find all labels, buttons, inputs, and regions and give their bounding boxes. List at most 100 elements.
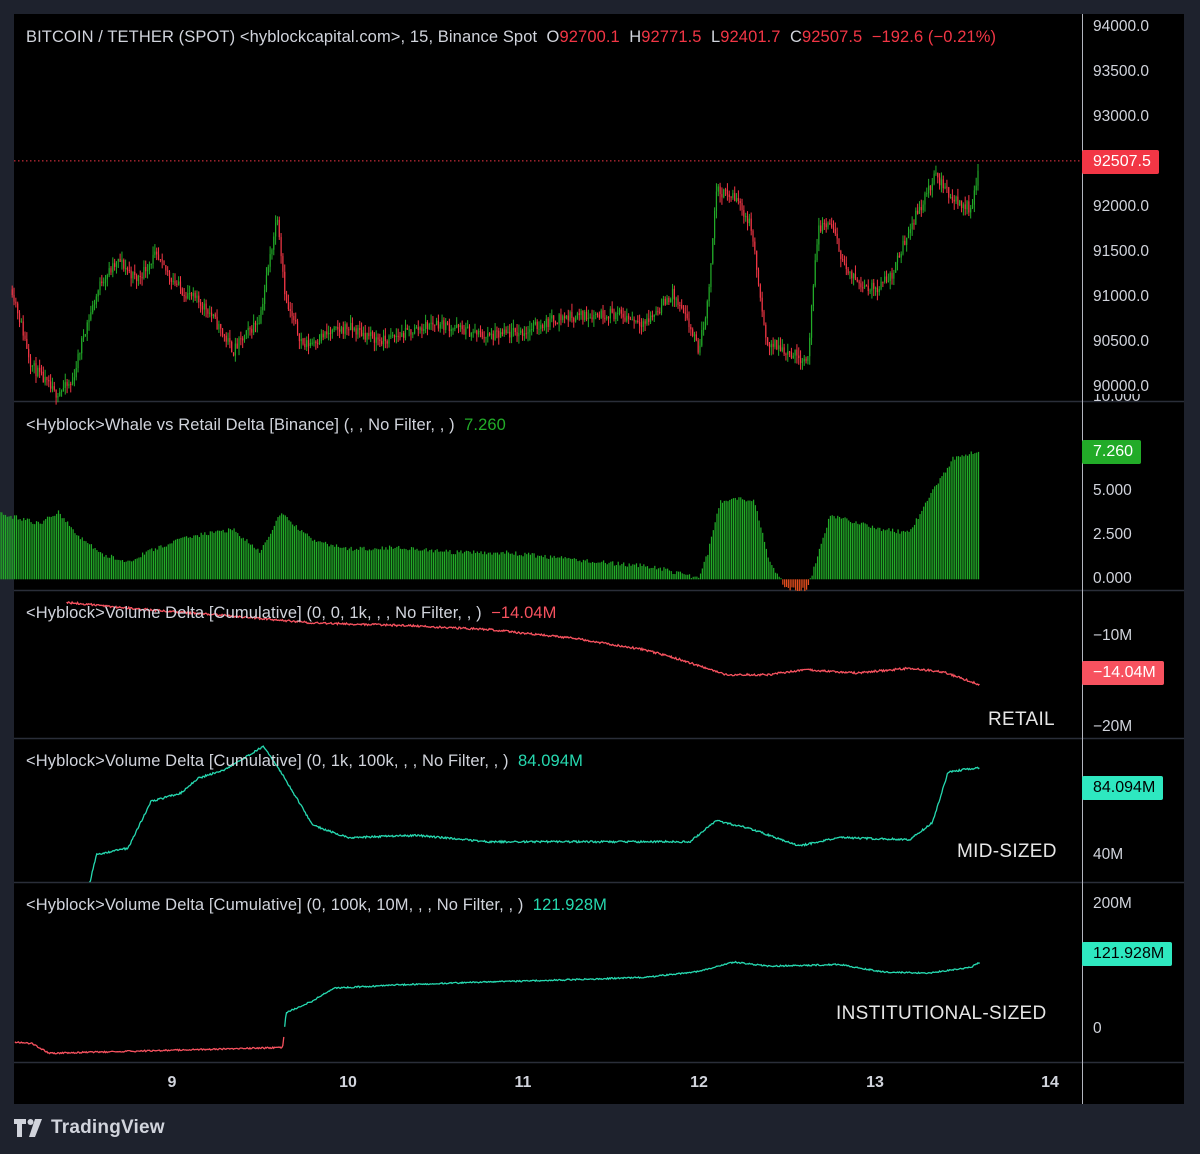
candle-body (726, 189, 729, 195)
whale-delta-bar (769, 561, 771, 580)
candle-body (247, 328, 249, 331)
x-axis-tick: 10 (339, 1074, 357, 1091)
candle-body (754, 241, 756, 251)
whale-delta-bar (432, 552, 435, 580)
candle-body (81, 338, 83, 354)
whale-delta-bar (76, 535, 78, 580)
candle-body (159, 259, 161, 261)
whale-delta-bar (13, 515, 16, 580)
candle-body (267, 266, 269, 276)
whale-delta-bar (297, 529, 299, 580)
candle-body (913, 223, 915, 225)
candle-body (538, 328, 540, 330)
whale-delta-bar (634, 564, 636, 580)
whale-delta-bar (608, 562, 610, 580)
whale-delta-bar (196, 535, 199, 580)
whale-delta-bar (109, 557, 111, 580)
high-value: 92771.5 (641, 28, 702, 46)
candle-body (190, 293, 193, 297)
whale-delta-bar (156, 549, 158, 580)
whale-delta-bar (356, 548, 358, 580)
candle-body (703, 327, 705, 330)
whale-delta-bar (295, 525, 297, 580)
whale-delta-bar (780, 578, 782, 580)
candle-body (485, 337, 487, 339)
candle-body (298, 333, 300, 342)
candle-body (496, 330, 498, 332)
whale-delta-bar (751, 501, 753, 580)
whale-delta-bar (752, 499, 755, 580)
whale-delta-bar (345, 547, 347, 580)
whale-delta-bar (116, 559, 118, 580)
candle-body (302, 339, 304, 344)
candle-body (829, 222, 831, 225)
whale-delta-bar (602, 560, 605, 580)
whale-delta-bar (965, 454, 967, 580)
whale-delta-bar (271, 529, 274, 580)
whale-delta-bar (851, 523, 853, 580)
whale-delta-bar (171, 543, 173, 580)
whale-delta-bar (335, 544, 338, 580)
whale-delta-bar (527, 552, 530, 580)
candle-body (117, 258, 119, 262)
whale-delta-bar (409, 549, 411, 580)
inst-axis-label: 0 (1093, 1020, 1102, 1037)
whale-delta-bar (233, 528, 235, 580)
whale-delta-bar (204, 532, 206, 580)
candle-body (203, 303, 205, 310)
whale-delta-bar (784, 579, 786, 588)
whale-delta-bar (677, 571, 680, 580)
candle-body (518, 332, 520, 337)
whale-delta-bar (449, 550, 451, 580)
whale-delta-bar (584, 560, 586, 580)
candle-body (185, 296, 187, 299)
candle-body (29, 357, 32, 367)
candle-body (904, 240, 906, 245)
candle-body (977, 170, 979, 186)
candle-body (441, 320, 443, 325)
candle-body (807, 356, 809, 361)
whale-delta-bar (229, 529, 232, 580)
whale-delta-bar (595, 562, 597, 580)
whale-delta-bar (425, 548, 427, 580)
candle-body (37, 367, 39, 377)
whale-delta-bar (85, 541, 87, 580)
whale-delta-bar (440, 551, 442, 580)
tradingview-logo[interactable]: TradingView (14, 1117, 165, 1139)
x-axis-tick: 12 (690, 1074, 708, 1091)
whale-delta-bar (67, 521, 69, 580)
whale-delta-bar (131, 561, 133, 580)
whale-delta-bar (870, 527, 872, 580)
candle-body (262, 304, 264, 311)
whale-delta-bar (679, 571, 682, 580)
x-axis-tick: 9 (167, 1074, 177, 1091)
whale-delta-bar (632, 564, 634, 580)
candle-body (399, 336, 401, 338)
whale-delta-bar (800, 579, 802, 591)
candle-body (337, 327, 339, 330)
candle-body (392, 334, 394, 336)
whale-delta-bar (56, 513, 58, 580)
candle-body (935, 172, 937, 174)
candle-body (617, 312, 619, 314)
candle-body (417, 327, 419, 330)
candle-body (128, 270, 130, 272)
whale-delta-bar (279, 515, 281, 580)
whale-delta-bar (471, 553, 473, 580)
candle-body (35, 363, 37, 377)
candle-body (565, 315, 568, 319)
whale-delta-bar (668, 570, 671, 580)
candle-body (382, 335, 385, 345)
whale-delta-bar (273, 525, 275, 580)
whale-delta-bar (220, 530, 222, 580)
whale-delta-bar (822, 537, 824, 580)
whale-delta-bar (211, 531, 213, 580)
candle-body (975, 185, 977, 191)
candle-body (600, 310, 602, 318)
candle-body (401, 333, 403, 337)
whale-delta-bar (125, 561, 127, 580)
candle-body (959, 200, 961, 206)
candle-body (335, 327, 337, 329)
candle-body (375, 337, 377, 343)
